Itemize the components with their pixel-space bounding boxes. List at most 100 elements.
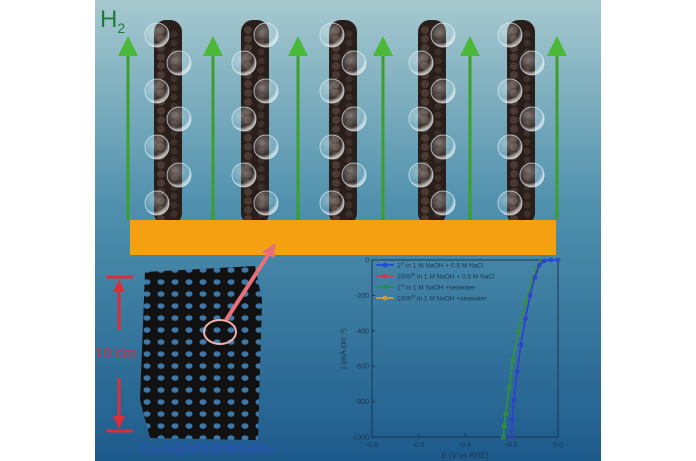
data-point: [501, 424, 507, 429]
x-tick-label: -0.2: [505, 442, 517, 449]
data-point: [501, 434, 506, 440]
data-point: [515, 369, 520, 374]
bubble: [497, 190, 523, 216]
data-point: [518, 342, 524, 348]
data-point: [523, 300, 528, 305]
x-tick-label: -0.4: [459, 442, 471, 449]
nanorod: [144, 20, 192, 227]
bubble: [253, 78, 279, 104]
polarization-chart: -0.8 -0.6 -0.4 -0.2 0.0 0 -200 -400 -600 -800 -100…: [339, 258, 563, 461]
bubble: [430, 134, 456, 160]
data-point: [523, 316, 528, 321]
bubble: [231, 106, 257, 132]
data-point: [503, 411, 508, 417]
y-tick-label: 0: [365, 258, 369, 265]
bubble: [144, 22, 170, 48]
legend-label: 1st in 1 M NaOH +seawater: [397, 283, 476, 292]
bubble: [253, 134, 279, 160]
up-arrow: [203, 36, 223, 220]
bubble: [430, 190, 456, 216]
y-tick-label: -200: [355, 293, 369, 300]
legend-entry: 1st in 1 M NaOH + 0.5 M NaCl: [376, 261, 484, 270]
h2-label: H2: [100, 6, 125, 36]
data-point: [509, 434, 514, 440]
data-point: [527, 293, 533, 298]
legend-entry: 1st in 1 M NaOH +seawater: [376, 283, 476, 292]
bubble: [144, 190, 170, 216]
bubble: [497, 134, 523, 160]
zoom-circle: [203, 319, 237, 345]
x-tick-label: 0.0: [553, 442, 563, 449]
h2-arrows: [118, 36, 567, 220]
bubble: [341, 106, 367, 132]
bubble: [497, 78, 523, 104]
bubble: [319, 22, 345, 48]
x-tick-label: -0.6: [412, 442, 424, 449]
scale-bar: [106, 275, 133, 433]
foam-electrode: [140, 243, 276, 440]
bubble: [144, 134, 170, 160]
series-line: [501, 258, 545, 440]
bubble: [519, 50, 545, 76]
bubble: [519, 162, 545, 188]
pointer-arrow: [224, 250, 272, 322]
up-arrow: [118, 36, 138, 220]
y-tick-label: -800: [355, 399, 369, 406]
bubble: [166, 50, 192, 76]
nanorod: [408, 20, 456, 227]
bubble: [430, 78, 456, 104]
bubble: [341, 50, 367, 76]
nanorod: [231, 20, 279, 227]
scale-label: 10 cm: [95, 345, 136, 362]
bubble: [166, 106, 192, 132]
data-point: [555, 257, 561, 263]
bubble: [408, 106, 434, 132]
pointer-arrowhead: [262, 243, 276, 258]
y-tick-label: -400: [355, 328, 369, 335]
data-point: [510, 358, 515, 364]
bubble: [341, 162, 367, 188]
substrate-bar: [130, 220, 556, 255]
nanorod: [497, 20, 545, 227]
legend-label: 1000th in 1 M NaOH + 0.5 M NaCl: [397, 272, 495, 281]
legend-marker: [382, 295, 388, 301]
x-axis-label: E (V vs RHE): [441, 451, 489, 460]
bubble: [319, 134, 345, 160]
y-axis-label: j (mA cm⁻²): [339, 328, 348, 370]
legend-label: 1st in 1 M NaOH + 0.5 M NaCl: [397, 261, 484, 270]
y-tick-label: -1000: [351, 435, 369, 442]
legend-marker: [382, 284, 388, 290]
bubble: [430, 22, 456, 48]
data-point: [516, 328, 521, 334]
legend-entry: 1000th in 1 M NaOH +seawater: [376, 294, 487, 303]
y-tick-label: -600: [355, 364, 369, 371]
bubble: [519, 106, 545, 132]
series-path: [502, 260, 543, 438]
data-point: [537, 263, 542, 268]
data-point: [511, 397, 517, 403]
up-arrow: [547, 36, 567, 220]
bubble: [408, 162, 434, 188]
data-point: [509, 417, 515, 422]
bubble: [166, 162, 192, 188]
bubble: [319, 190, 345, 216]
bubble: [231, 162, 257, 188]
series-line: [509, 257, 561, 440]
legend-label: 1000th in 1 M NaOH +seawater: [397, 294, 487, 303]
data-point: [541, 258, 547, 264]
bubble: [408, 50, 434, 76]
legend-marker: [382, 262, 388, 268]
data-point: [506, 385, 512, 390]
bubble: [144, 78, 170, 104]
series-path: [510, 259, 558, 438]
data-point: [532, 275, 538, 281]
up-arrow: [288, 36, 308, 220]
bubble: [253, 22, 279, 48]
bubble: [497, 22, 523, 48]
bubble: [319, 78, 345, 104]
bubble: [253, 190, 279, 216]
material-label: Cu₂S@NiS@Ni/NiMo: [140, 440, 274, 456]
legend-entry: 1000th in 1 M NaOH + 0.5 M NaCl: [376, 272, 495, 281]
